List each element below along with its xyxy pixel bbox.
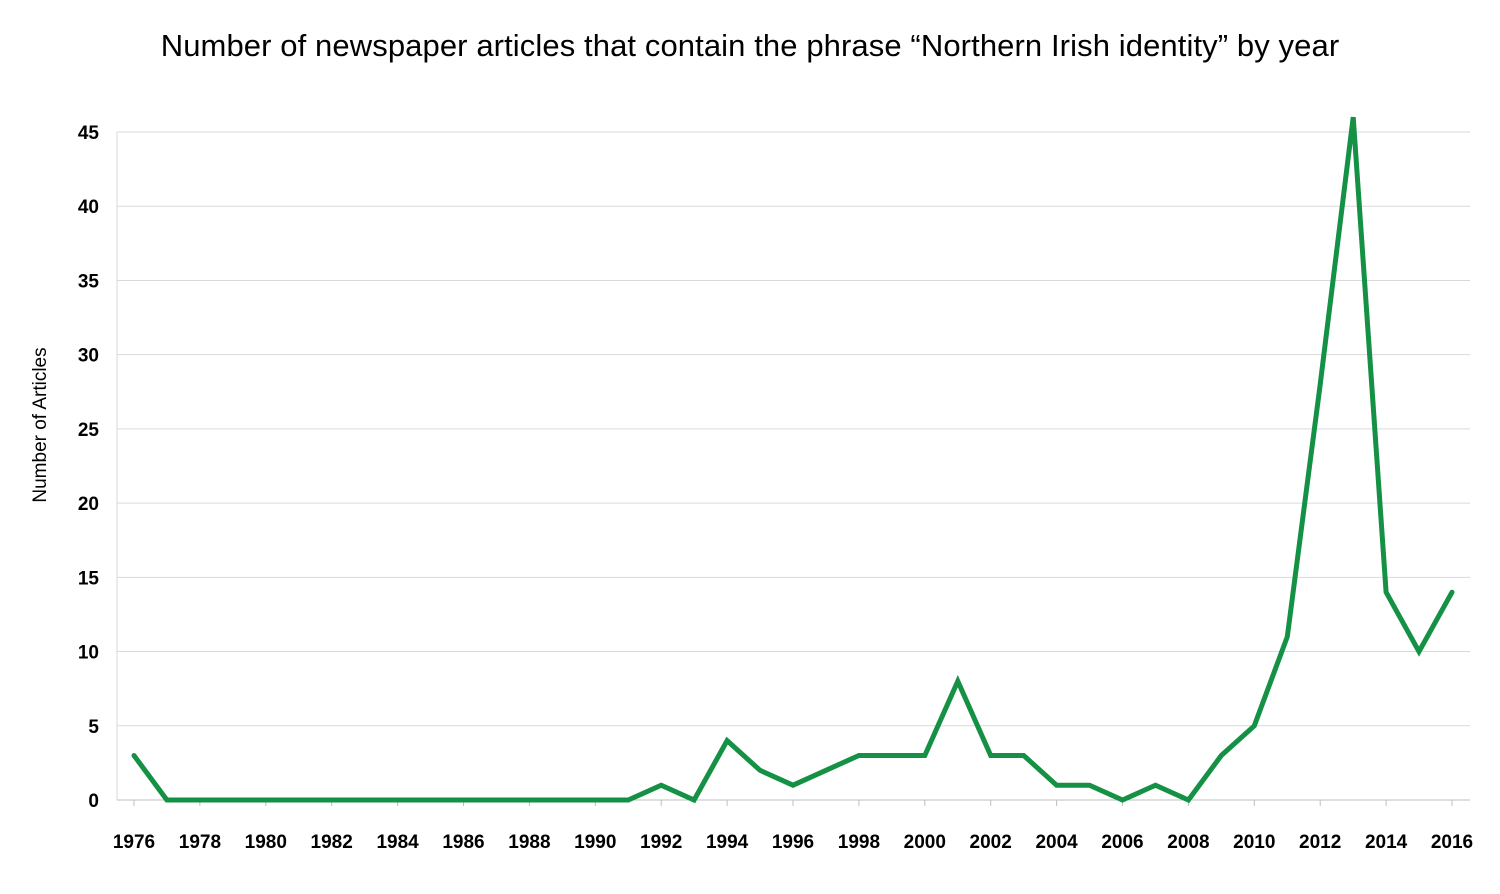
y-tick-label-40: 40: [78, 197, 99, 218]
x-tick-label-2010: 2010: [1233, 832, 1275, 853]
x-tick-label-2016: 2016: [1431, 832, 1473, 853]
x-tick-label-1994: 1994: [706, 832, 749, 853]
x-tick-label-2012: 2012: [1299, 832, 1341, 853]
y-axis-label: Number of Articles: [30, 347, 51, 502]
x-tick-label-2000: 2000: [904, 832, 946, 853]
y-tick-label-35: 35: [78, 271, 100, 292]
y-tick-label-15: 15: [78, 568, 100, 589]
x-tick-label-1988: 1988: [508, 832, 550, 853]
chart-title: Number of newspaper articles that contai…: [160, 28, 1340, 63]
grid-lines: [117, 131, 1470, 727]
axes: [116, 132, 1470, 806]
x-tick-label-1990: 1990: [574, 832, 616, 853]
x-tick-label-1986: 1986: [442, 832, 484, 853]
y-tick-label-30: 30: [78, 346, 99, 367]
x-tick-label-1984: 1984: [376, 832, 419, 853]
x-tick-label-2002: 2002: [970, 832, 1012, 853]
x-tick-label-1976: 1976: [113, 832, 155, 853]
series-layer: [131, 116, 1455, 804]
x-tick-label-1996: 1996: [772, 832, 814, 853]
x-tick-label-2004: 2004: [1035, 832, 1078, 853]
y-tick-label-0: 0: [88, 791, 99, 812]
tick-labels: 0 5 10 15 20 25 30 35 40 45 1976 1978 1980 1982 1984 19…: [78, 123, 1473, 853]
series-line-0: [131, 116, 1455, 804]
y-tick-label-10: 10: [78, 643, 99, 664]
y-tick-label-20: 20: [78, 494, 99, 515]
x-tick-label-1982: 1982: [311, 832, 353, 853]
x-tick-label-2006: 2006: [1101, 832, 1143, 853]
y-tick-label-5: 5: [88, 717, 99, 738]
x-tick-label-1978: 1978: [179, 832, 221, 853]
y-tick-label-45: 45: [78, 123, 100, 144]
x-tick-label-1992: 1992: [640, 832, 682, 853]
x-tick-label-1998: 1998: [838, 832, 880, 853]
x-tick-label-2014: 2014: [1365, 832, 1408, 853]
y-tick-label-25: 25: [78, 420, 100, 441]
x-tick-label-2008: 2008: [1167, 832, 1209, 853]
x-tick-label-1980: 1980: [245, 832, 287, 853]
